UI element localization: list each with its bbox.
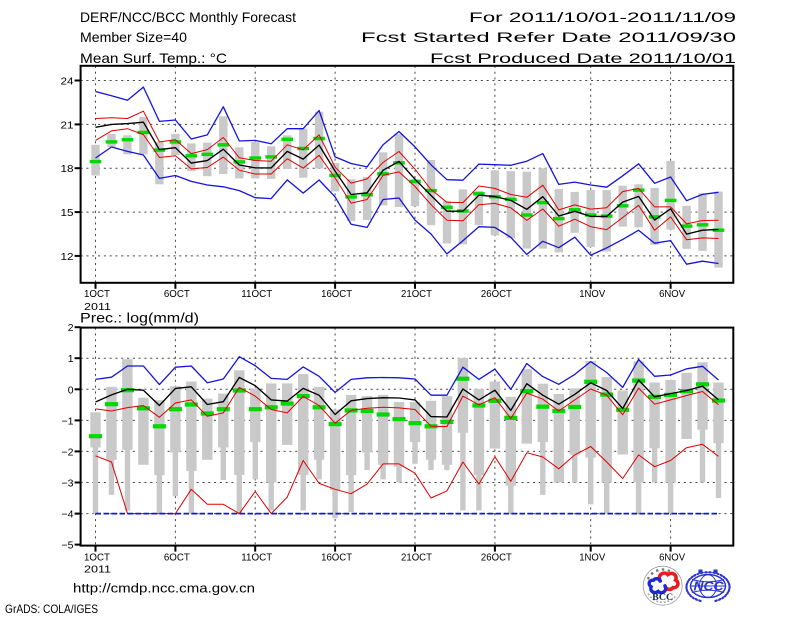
svg-text:http://cmdp.ncc.cma.gov.cn: http://cmdp.ncc.cma.gov.cn (73, 582, 255, 596)
svg-text:DERF/NCC/BCC Monthly Forecast: DERF/NCC/BCC Monthly Forecast (80, 9, 296, 25)
svg-text:1NOV: 1NOV (579, 288, 605, 300)
svg-text:−3: −3 (62, 478, 74, 490)
svg-text:16OCT: 16OCT (321, 288, 353, 300)
svg-text:2: 2 (68, 322, 74, 334)
svg-text:1OCT: 1OCT (84, 552, 111, 564)
svg-text:6NOV: 6NOV (659, 552, 685, 564)
svg-text:1: 1 (68, 353, 74, 365)
svg-text:6OCT: 6OCT (164, 552, 191, 564)
svg-text:−4: −4 (62, 509, 74, 521)
svg-text:0: 0 (68, 384, 74, 396)
svg-text:11OCT: 11OCT (241, 288, 273, 300)
svg-text:26OCT: 26OCT (481, 552, 513, 564)
svg-text:1OCT: 1OCT (84, 288, 111, 300)
svg-text:12: 12 (61, 251, 74, 263)
svg-text:26OCT: 26OCT (481, 288, 513, 300)
svg-text:6NOV: 6NOV (659, 288, 685, 300)
svg-text:15: 15 (61, 207, 74, 219)
svg-text:2011: 2011 (84, 564, 111, 576)
svg-text:16OCT: 16OCT (321, 552, 353, 564)
svg-text:NCC: NCC (694, 579, 725, 594)
svg-text:Prec.: log(mm/d): Prec.: log(mm/d) (80, 311, 199, 326)
svg-text:GrADS: COLA/IGES: GrADS: COLA/IGES (5, 602, 98, 616)
svg-text:−5: −5 (62, 540, 74, 552)
svg-text:Mean Surf. Temp.: °C: Mean Surf. Temp.: °C (80, 50, 227, 66)
svg-text:1NOV: 1NOV (579, 552, 605, 564)
svg-text:11OCT: 11OCT (241, 552, 273, 564)
svg-text:BCC: BCC (652, 592, 673, 602)
svg-text:21OCT: 21OCT (401, 288, 433, 300)
svg-text:−1: −1 (62, 415, 74, 427)
svg-text:2011: 2011 (84, 301, 111, 313)
svg-text:18: 18 (61, 163, 74, 175)
svg-text:Member Size=40: Member Size=40 (80, 29, 187, 45)
svg-text:Fcst Started Refer Date 2011/0: Fcst Started Refer Date 2011/09/30 (361, 29, 736, 45)
svg-text:24: 24 (61, 76, 74, 88)
svg-text:−2: −2 (62, 446, 74, 458)
svg-text:6OCT: 6OCT (164, 288, 191, 300)
svg-text:Fcst Produced Date 2011/10/01: Fcst Produced Date 2011/10/01 (430, 50, 736, 66)
svg-text:For 2011/10/01-2011/11/09: For 2011/10/01-2011/11/09 (469, 9, 736, 25)
svg-text:21: 21 (61, 119, 74, 131)
svg-text:21OCT: 21OCT (401, 552, 433, 564)
